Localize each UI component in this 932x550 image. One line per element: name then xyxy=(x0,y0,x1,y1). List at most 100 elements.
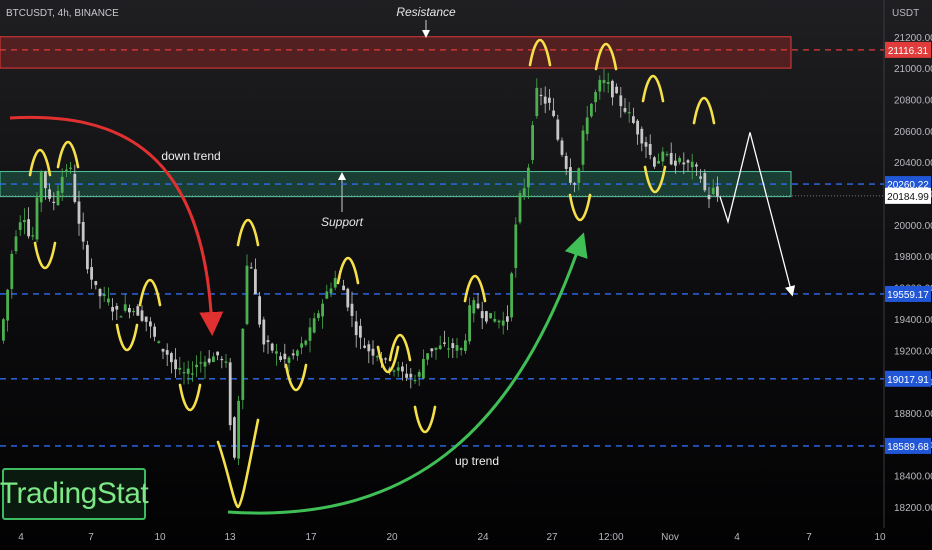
candle-body xyxy=(539,94,543,97)
candle-body xyxy=(153,326,156,337)
candle-body xyxy=(657,160,660,164)
level-price-text: 19017.91 xyxy=(887,375,929,386)
candle-body xyxy=(552,110,555,117)
candle-body xyxy=(531,125,534,160)
candle-body xyxy=(396,367,400,371)
symbol-header[interactable]: BTCUSDT, 4h, BINANCE xyxy=(6,8,119,19)
candle-body xyxy=(165,350,169,355)
candle-body xyxy=(417,372,421,377)
level-price-text: 21116.31 xyxy=(888,46,929,57)
swing-low-mark xyxy=(33,241,57,270)
candle-body xyxy=(182,372,186,374)
candle-body xyxy=(695,164,698,167)
candle-body xyxy=(199,362,203,364)
candle-body xyxy=(44,171,47,189)
candle-body xyxy=(249,267,253,269)
candle-body xyxy=(128,307,131,313)
candle-body xyxy=(468,305,471,342)
candle-body xyxy=(594,92,597,103)
candle-body xyxy=(178,367,182,370)
swing-high-mark xyxy=(336,256,360,285)
y-tick-label: 20600.00 xyxy=(894,127,932,138)
y-tick-label: 19800.00 xyxy=(894,252,932,263)
candle-body xyxy=(489,313,492,319)
candle-body xyxy=(296,350,299,356)
swing-high-mark xyxy=(56,140,80,169)
last-price-text: 20184.99 xyxy=(887,192,929,203)
candle-body xyxy=(241,328,245,400)
candle-body xyxy=(224,361,228,363)
candle-body xyxy=(602,80,606,84)
candle-body xyxy=(611,80,614,98)
candle-body xyxy=(275,351,278,354)
y-tick-label: 21000.00 xyxy=(894,64,932,75)
candle-body xyxy=(699,176,702,179)
candle-body xyxy=(220,358,224,361)
down-trend-arrow xyxy=(9,115,224,336)
candle-body xyxy=(493,318,497,322)
y-tick-label: 18800.00 xyxy=(894,409,932,420)
candle-body xyxy=(573,183,576,185)
swing-high-mark xyxy=(641,74,665,103)
candle-body xyxy=(606,82,610,84)
level-price-tag xyxy=(885,370,931,387)
candle-body xyxy=(317,313,320,318)
y-tick-label: 19400.00 xyxy=(894,315,932,326)
candle-body xyxy=(65,169,68,171)
candle-body xyxy=(682,162,686,165)
candle-body xyxy=(14,236,18,252)
candle-body xyxy=(56,190,60,206)
candle-body xyxy=(186,368,190,374)
candle-body xyxy=(648,143,652,155)
y-tick-label: 20800.00 xyxy=(894,95,932,106)
last-price-tag xyxy=(885,187,931,204)
candle-body xyxy=(300,343,303,348)
candle-body xyxy=(707,194,711,200)
candle-body xyxy=(506,316,509,322)
x-tick-label: Nov xyxy=(661,532,679,543)
candle-body xyxy=(548,97,551,103)
candle-body xyxy=(497,320,501,323)
swing-low-mark xyxy=(568,193,592,222)
level-price-text: 20260.22 xyxy=(887,180,929,191)
swing-high-mark xyxy=(528,38,552,67)
candle-body xyxy=(640,128,644,144)
candle-body xyxy=(661,151,665,162)
level-price-tag xyxy=(885,285,931,302)
candle-body xyxy=(207,358,211,363)
candle-body xyxy=(556,119,560,140)
candle-body xyxy=(94,281,98,285)
swing-low-mark xyxy=(178,383,202,412)
candle-body xyxy=(430,348,434,352)
candle-body xyxy=(371,348,375,356)
x-tick-label: 27 xyxy=(546,532,558,543)
candle-body xyxy=(434,347,438,350)
y-tick-label: 19200.00 xyxy=(894,346,932,357)
candle-body xyxy=(455,345,459,351)
candle-body xyxy=(703,173,707,191)
candle-body xyxy=(644,142,648,147)
candle-body xyxy=(149,321,152,327)
candle-body xyxy=(581,130,585,165)
candle-body xyxy=(31,235,35,237)
y-tick-label: 18400.00 xyxy=(894,472,932,483)
candle-body xyxy=(501,320,505,326)
candle-body xyxy=(569,167,572,183)
candle-body xyxy=(254,269,257,295)
candle-body xyxy=(543,96,547,104)
candle-body xyxy=(514,224,518,268)
candle-body xyxy=(333,277,337,288)
candle-body xyxy=(480,311,484,319)
x-tick-label: 12:00 xyxy=(598,532,623,543)
candle-body xyxy=(560,140,564,155)
candle-body xyxy=(119,316,123,318)
candle-body xyxy=(438,345,442,350)
candle-body xyxy=(312,318,316,333)
x-tick-label: 7 xyxy=(806,532,812,543)
swing-high-mark xyxy=(463,274,487,303)
candle-body xyxy=(401,366,404,372)
candle-body xyxy=(426,353,429,360)
candle-body xyxy=(245,265,249,325)
candle-body xyxy=(598,79,602,92)
